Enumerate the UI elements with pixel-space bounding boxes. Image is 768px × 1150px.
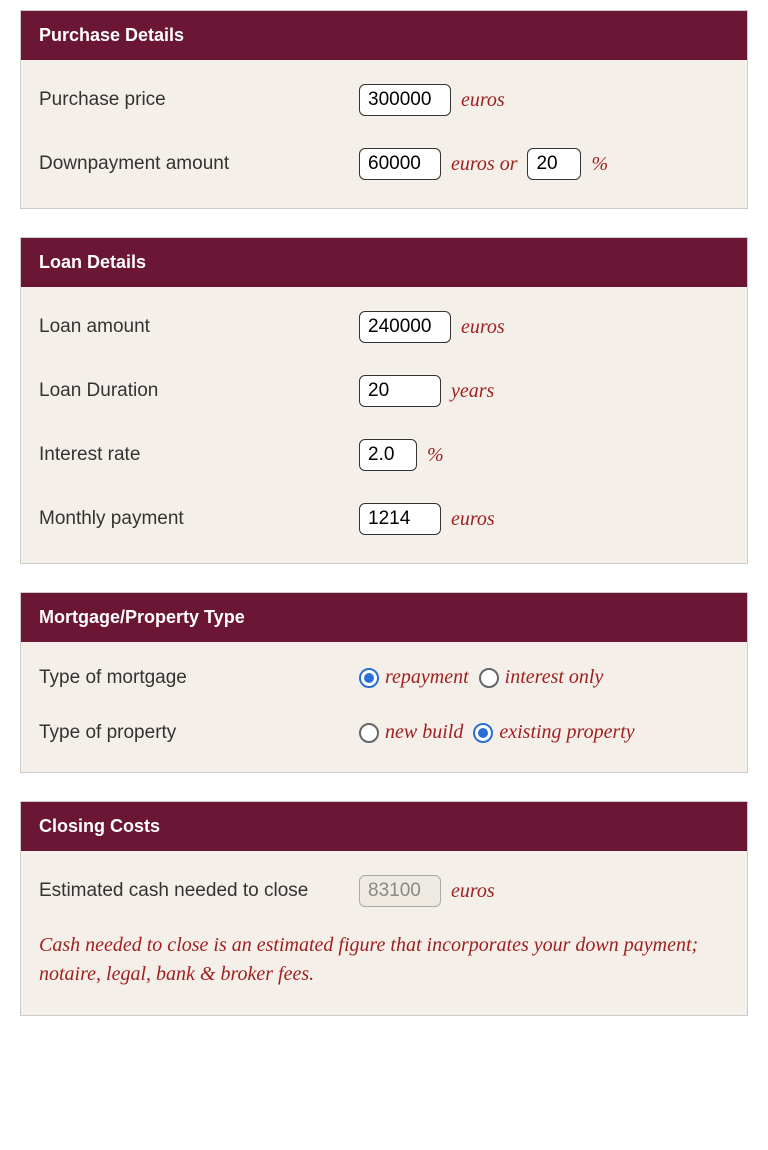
interest-rate-row: Interest rate % — [39, 423, 729, 487]
property-existing-option[interactable]: existing property — [473, 721, 634, 744]
loan-amount-row: Loan amount euros — [39, 295, 729, 359]
mortgage-interest-only-label: interest only — [505, 666, 604, 689]
downpayment-amount-input[interactable] — [359, 148, 441, 180]
loan-duration-unit: years — [451, 380, 494, 403]
cash-to-close-input — [359, 875, 441, 907]
mortgage-repayment-label: repayment — [385, 666, 469, 689]
closing-note: Cash needed to close is an estimated fig… — [39, 923, 729, 1003]
mortgage-repayment-option[interactable]: repayment — [359, 666, 469, 689]
cash-to-close-row: Estimated cash needed to close euros — [39, 859, 729, 923]
mortgage-type-header: Mortgage/Property Type — [21, 593, 747, 642]
loan-details-header: Loan Details — [21, 238, 747, 287]
loan-duration-label: Loan Duration — [39, 380, 359, 402]
purchase-price-unit: euros — [461, 89, 505, 112]
downpayment-label: Downpayment amount — [39, 153, 359, 175]
loan-details-section: Loan Details Loan amount euros Loan Dura… — [20, 237, 748, 564]
radio-selected-icon — [359, 668, 379, 688]
purchase-price-input[interactable] — [359, 84, 451, 116]
interest-rate-input[interactable] — [359, 439, 417, 471]
mortgage-type-body: Type of mortgage repayment interest only… — [21, 642, 747, 772]
property-type-label: Type of property — [39, 722, 359, 744]
downpayment-percent-input[interactable] — [527, 148, 581, 180]
purchase-details-header: Purchase Details — [21, 11, 747, 60]
mortgage-type-row: Type of mortgage repayment interest only — [39, 650, 729, 705]
property-existing-label: existing property — [499, 721, 634, 744]
interest-rate-unit: % — [427, 444, 444, 467]
cash-to-close-label: Estimated cash needed to close — [39, 880, 359, 902]
purchase-details-section: Purchase Details Purchase price euros Do… — [20, 10, 748, 209]
monthly-payment-unit: euros — [451, 508, 495, 531]
loan-amount-unit: euros — [461, 316, 505, 339]
loan-amount-input[interactable] — [359, 311, 451, 343]
monthly-payment-row: Monthly payment euros — [39, 487, 729, 551]
downpayment-amount-unit: euros or — [451, 153, 517, 176]
purchase-price-label: Purchase price — [39, 89, 359, 111]
closing-costs-section: Closing Costs Estimated cash needed to c… — [20, 801, 748, 1016]
downpayment-percent-unit: % — [591, 153, 608, 176]
monthly-payment-label: Monthly payment — [39, 508, 359, 530]
purchase-details-body: Purchase price euros Downpayment amount … — [21, 60, 747, 208]
mortgage-type-section: Mortgage/Property Type Type of mortgage … — [20, 592, 748, 773]
radio-unselected-icon — [479, 668, 499, 688]
property-new-build-label: new build — [385, 721, 463, 744]
mortgage-type-label: Type of mortgage — [39, 667, 359, 689]
downpayment-row: Downpayment amount euros or % — [39, 132, 729, 196]
loan-amount-label: Loan amount — [39, 316, 359, 338]
monthly-payment-input[interactable] — [359, 503, 441, 535]
cash-to-close-unit: euros — [451, 880, 495, 903]
loan-duration-input[interactable] — [359, 375, 441, 407]
property-type-row: Type of property new build existing prop… — [39, 705, 729, 760]
closing-costs-body: Estimated cash needed to close euros Cas… — [21, 851, 747, 1015]
radio-unselected-icon — [359, 723, 379, 743]
radio-selected-icon — [473, 723, 493, 743]
mortgage-interest-only-option[interactable]: interest only — [479, 666, 604, 689]
interest-rate-label: Interest rate — [39, 444, 359, 466]
property-new-build-option[interactable]: new build — [359, 721, 463, 744]
closing-costs-header: Closing Costs — [21, 802, 747, 851]
loan-duration-row: Loan Duration years — [39, 359, 729, 423]
loan-details-body: Loan amount euros Loan Duration years In… — [21, 287, 747, 563]
purchase-price-row: Purchase price euros — [39, 68, 729, 132]
